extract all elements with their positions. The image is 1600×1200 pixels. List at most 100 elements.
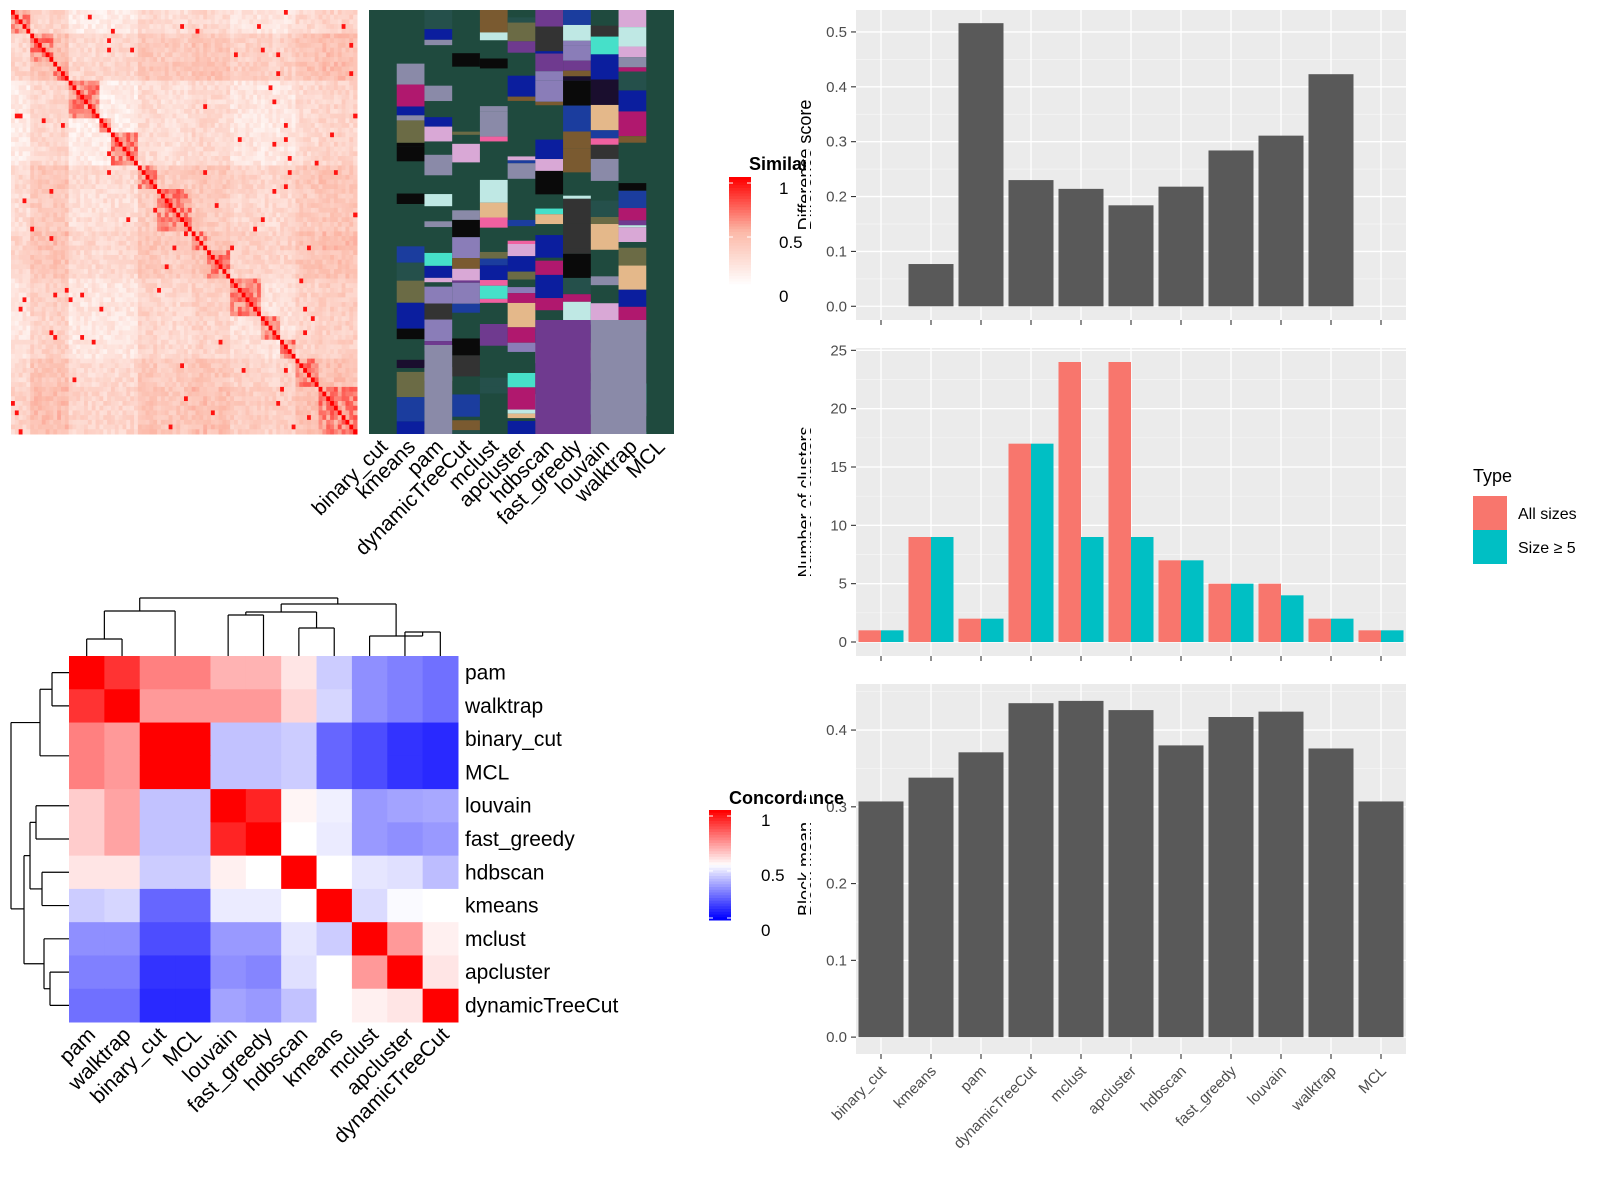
similarity-cell — [253, 179, 258, 185]
similarity-cell — [345, 250, 350, 256]
similarity-cell — [253, 146, 258, 152]
similarity-cell — [349, 104, 354, 110]
similarity-cell — [291, 94, 296, 101]
similarity-cell — [245, 146, 250, 152]
similarity-cell — [233, 264, 239, 270]
similarity-cell — [218, 165, 223, 171]
similarity-cell — [30, 33, 35, 39]
similarity-cell — [122, 61, 127, 68]
similarity-cell — [249, 250, 254, 256]
similarity-cell — [80, 94, 85, 101]
similarity-cell — [60, 10, 66, 16]
similarity-cell — [207, 90, 212, 96]
similarity-cell — [87, 245, 93, 251]
similarity-cell — [245, 24, 250, 30]
similarity-cell — [314, 231, 320, 237]
similarity-cell — [49, 146, 54, 152]
similarity-cell — [187, 132, 193, 138]
similarity-cell — [107, 141, 112, 148]
similarity-cell — [126, 264, 131, 270]
similarity-cell — [49, 33, 54, 39]
similarity-cell — [199, 123, 204, 129]
similarity-cell — [222, 250, 227, 256]
similarity-cell — [168, 203, 173, 209]
similarity-cell — [153, 184, 158, 190]
similarity-cell — [130, 99, 135, 105]
similarity-cell — [207, 108, 212, 115]
similarity-cell — [72, 254, 77, 261]
similarity-cell — [118, 189, 123, 195]
similarity-cell — [199, 38, 204, 44]
similarity-cell — [114, 104, 120, 110]
similarity-cell — [68, 137, 74, 143]
similarity-cell — [337, 61, 343, 68]
similarity-cell — [153, 160, 158, 166]
similarity-cell — [34, 137, 39, 143]
similarity-cell — [241, 203, 247, 209]
similarity-cell — [110, 160, 116, 166]
similarity-cell — [199, 259, 204, 265]
similarity-cell — [80, 254, 85, 261]
similarity-cell — [233, 231, 239, 237]
similarity-cell — [187, 118, 193, 124]
similarity-cell — [153, 94, 158, 101]
similarity-cell — [68, 184, 74, 190]
similarity-cell — [84, 259, 89, 265]
similarity-cell — [322, 42, 327, 49]
similarity-cell — [180, 80, 185, 86]
similarity-cell — [207, 127, 212, 133]
similarity-cell — [191, 38, 197, 44]
similarity-cell — [257, 71, 262, 77]
similarity-cell — [283, 99, 289, 105]
similarity-cell — [57, 179, 62, 185]
similarity-cell — [60, 66, 66, 72]
similarity-cell — [187, 71, 193, 77]
similarity-cell — [76, 212, 81, 218]
similarity-cell — [45, 231, 50, 237]
similarity-cell — [291, 47, 296, 53]
similarity-cell — [11, 240, 16, 247]
similarity-cell — [214, 245, 220, 251]
similarity-cell — [137, 47, 143, 53]
similarity-cell — [49, 10, 54, 16]
similarity-cell — [287, 250, 293, 256]
similarity-cell — [26, 52, 31, 58]
similarity-cell — [349, 259, 354, 265]
similarity-cell — [310, 118, 316, 124]
similarity-cell — [287, 222, 293, 228]
similarity-cell — [230, 38, 235, 44]
similarity-cell — [11, 217, 16, 223]
similarity-cell — [326, 66, 331, 72]
similarity-cell — [172, 132, 177, 138]
similarity-cell — [57, 123, 62, 129]
similarity-cell — [233, 19, 239, 25]
similarity-cell — [330, 160, 335, 166]
similarity-cell — [72, 193, 77, 199]
similarity-cell — [80, 245, 85, 251]
similarity-cell — [195, 94, 200, 101]
similarity-cell — [180, 28, 185, 35]
similarity-cell — [349, 132, 354, 138]
similarity-cell — [53, 264, 58, 270]
similarity-cell — [53, 52, 58, 58]
similarity-cell — [249, 207, 254, 214]
similarity-cell — [30, 189, 35, 195]
similarity-cell — [303, 33, 308, 39]
similarity-cell — [110, 156, 116, 162]
similarity-cell — [260, 118, 266, 124]
similarity-cell — [330, 104, 335, 110]
similarity-cell — [34, 184, 39, 190]
similarity-cell — [233, 141, 239, 148]
similarity-cell — [30, 269, 35, 275]
similarity-cell — [237, 85, 243, 91]
similarity-cell — [64, 226, 70, 232]
similarity-cell — [272, 212, 277, 218]
similarity-cell — [295, 236, 300, 242]
similarity-cell — [249, 85, 254, 91]
similarity-cell — [168, 66, 173, 72]
similarity-cell — [249, 10, 254, 16]
similarity-cell — [318, 264, 323, 270]
similarity-cell — [264, 174, 270, 181]
similarity-cell — [60, 38, 66, 44]
similarity-cell — [253, 198, 258, 204]
